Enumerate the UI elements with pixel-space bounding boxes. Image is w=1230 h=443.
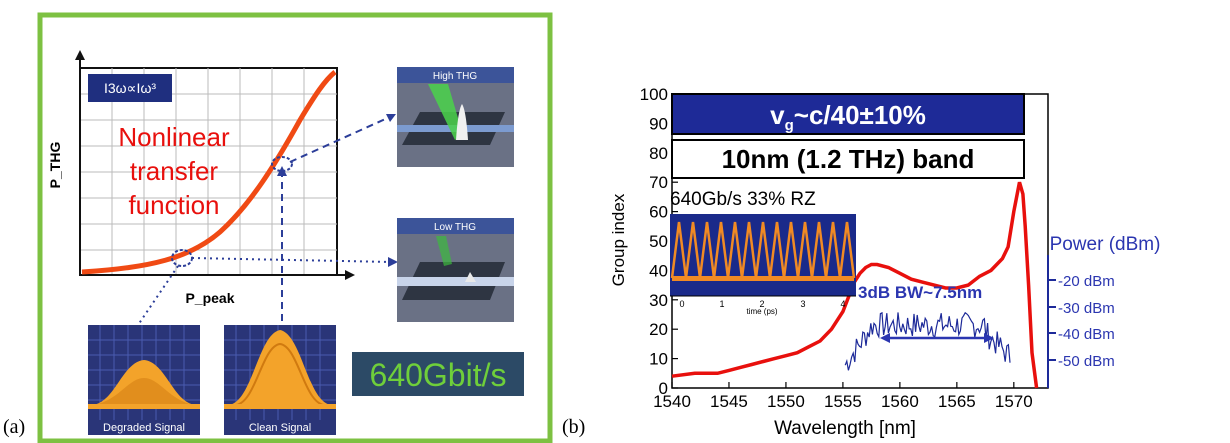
low-thg-title: Low THG <box>434 222 476 233</box>
inset-title: 640Gb/s 33% RZ <box>670 189 816 210</box>
y-tick-label: 90 <box>649 114 668 133</box>
inset-xlabel: time (ps) <box>746 307 777 316</box>
curve-label-line-1: Nonlinear <box>118 122 230 152</box>
x-tick-label: 1550 <box>767 392 805 411</box>
x-tick-label: 1540 <box>653 392 691 411</box>
x-axis-label-a: P_peak <box>185 290 234 306</box>
inset-tick-3: 3 <box>800 299 805 309</box>
y-tick-label: 30 <box>649 291 668 310</box>
high-thg-title: High THG <box>433 71 477 82</box>
inset-tick-0: 0 <box>679 299 684 309</box>
degraded-signal-eye: Degraded Signal <box>88 325 200 435</box>
x-tick-label: 1570 <box>995 392 1033 411</box>
power-spectrum <box>844 311 1011 371</box>
y-tick-label: 50 <box>649 232 668 251</box>
panel-a: I3ω∝Iω³ Nonlinear transfer function P_TH… <box>37 12 553 443</box>
x-tick-label: 1565 <box>938 392 976 411</box>
curve-label-line-2: transfer <box>130 156 218 186</box>
y-tick-label: 10 <box>649 350 668 369</box>
x-tick-label: 1560 <box>881 392 919 411</box>
group-index-series-0 <box>671 181 1039 389</box>
high-connector <box>289 115 393 163</box>
x-tick-label: 1555 <box>824 392 862 411</box>
chart-ylabel: Group index <box>609 193 628 286</box>
panel-a-label: (a) <box>3 416 26 438</box>
y-axis-label-a: P_THG <box>47 142 63 189</box>
banner-sub <box>671 139 1025 179</box>
y-tick-label: 100 <box>640 85 668 104</box>
y-tick-label: 60 <box>649 203 668 222</box>
transfer-curve <box>81 70 337 275</box>
banner-top-text: vg~c/40±10% <box>770 100 926 134</box>
power-tick-50: -50 dBm <box>1058 353 1115 370</box>
y-tick-label: 70 <box>649 173 668 192</box>
degraded-signal-label: Degraded Signal <box>103 422 185 434</box>
inset-tick-4: 4 <box>840 299 845 309</box>
bitrate-label: 640Gbit/s <box>370 357 507 393</box>
group-index-chart: Group index Wavelength [nm] 010203040506… <box>609 85 1161 439</box>
y-tick-label: 80 <box>649 144 668 163</box>
y-tick-label: 0 <box>659 379 668 398</box>
banner-sub-text: 10nm (1.2 THz) band <box>722 144 975 174</box>
clean-signal-eye: Clean Signal <box>224 325 336 435</box>
bw-annotation: 3dB BW~7.5nm <box>858 283 982 302</box>
high-point-marker <box>271 156 293 172</box>
power-axis-title: Power (dBm) <box>1050 234 1161 255</box>
curve-label-line-3: function <box>128 190 219 220</box>
banner-top <box>671 93 1025 135</box>
transfer-plot <box>75 50 355 280</box>
panel-b-label: (b) <box>562 416 586 438</box>
clean-signal-label: Clean Signal <box>249 422 311 434</box>
chart-xlabel: Wavelength [nm] <box>774 418 916 439</box>
inset-pulse-train <box>670 221 856 279</box>
inset-tick-1: 1 <box>719 299 724 309</box>
power-tick-30: -30 dBm <box>1058 300 1115 317</box>
high-thg-image: High THG <box>397 67 514 167</box>
formula-box <box>88 74 172 102</box>
y-tick-label: 40 <box>649 261 668 280</box>
panel-a-frame <box>37 12 553 443</box>
x-tick-label: 1545 <box>710 392 748 411</box>
low-thg-image: Low THG <box>397 218 514 322</box>
inset-eye-diagram: 0 1 2 3 4 time (ps) <box>670 214 856 316</box>
y-tick-label: 20 <box>649 320 668 339</box>
inset-tick-2: 2 <box>759 299 764 309</box>
power-tick-20: -20 dBm <box>1058 273 1115 290</box>
bitrate-box <box>352 352 524 396</box>
formula-text: I3ω∝Iω³ <box>104 80 156 96</box>
power-tick-40: -40 dBm <box>1058 326 1115 343</box>
inset-baseline <box>672 276 854 281</box>
